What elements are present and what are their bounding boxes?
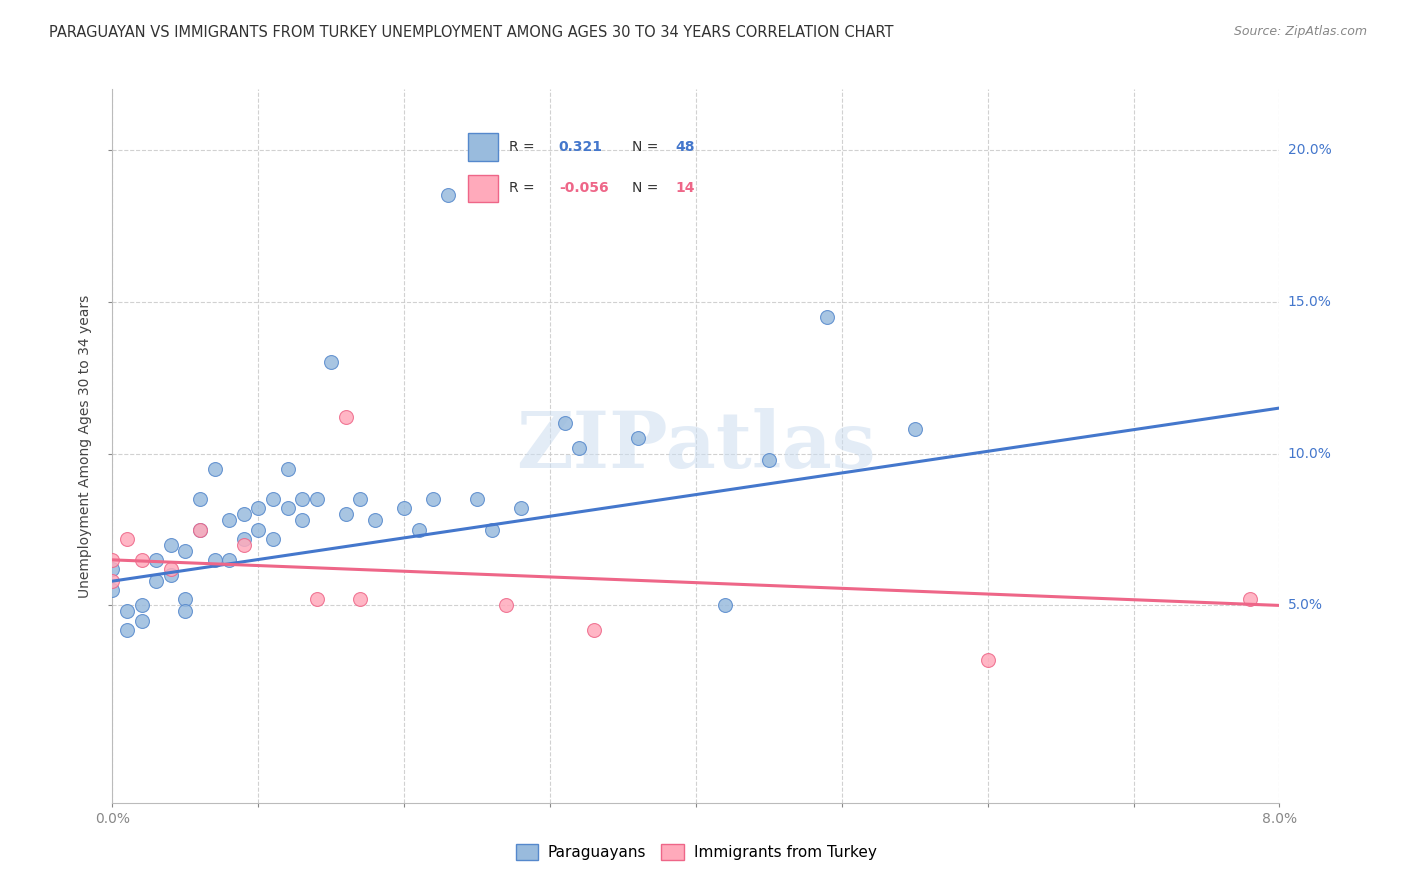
Point <box>232 532 254 546</box>
Point <box>335 508 357 522</box>
Point <box>627 431 650 445</box>
Text: 20.0%: 20.0% <box>1288 143 1331 157</box>
Point <box>262 492 284 507</box>
Point <box>976 653 998 667</box>
Point <box>276 462 298 476</box>
Point <box>815 310 838 324</box>
Point <box>204 462 226 476</box>
Point <box>305 492 328 507</box>
Point <box>394 501 416 516</box>
Point <box>160 562 183 576</box>
Point <box>145 553 167 567</box>
Point <box>115 605 138 619</box>
Text: 5.0%: 5.0% <box>1288 599 1323 613</box>
Point <box>218 513 240 527</box>
Point <box>364 513 387 527</box>
Point <box>160 568 183 582</box>
Point <box>276 501 298 516</box>
Point <box>247 523 270 537</box>
Point <box>232 538 254 552</box>
Point <box>262 532 284 546</box>
Point <box>188 523 211 537</box>
Point <box>291 492 314 507</box>
Text: 10.0%: 10.0% <box>1288 447 1331 460</box>
Point <box>160 538 183 552</box>
Point <box>495 599 517 613</box>
Point <box>408 523 430 537</box>
Point <box>188 523 211 537</box>
Point <box>422 492 444 507</box>
Point <box>218 553 240 567</box>
Point <box>101 562 124 576</box>
Point <box>305 592 328 607</box>
Point <box>131 599 153 613</box>
Point <box>145 574 167 588</box>
Point <box>174 543 197 558</box>
Point <box>758 452 780 467</box>
Text: PARAGUAYAN VS IMMIGRANTS FROM TURKEY UNEMPLOYMENT AMONG AGES 30 TO 34 YEARS CORR: PARAGUAYAN VS IMMIGRANTS FROM TURKEY UNE… <box>49 25 894 40</box>
Point <box>101 553 124 567</box>
Point <box>101 583 124 598</box>
Point <box>349 492 371 507</box>
Point <box>321 355 343 369</box>
Text: Source: ZipAtlas.com: Source: ZipAtlas.com <box>1233 25 1367 38</box>
Point <box>437 188 460 202</box>
Point <box>204 553 226 567</box>
Point <box>335 410 357 425</box>
Point <box>582 623 605 637</box>
Point <box>174 605 197 619</box>
Point <box>188 492 211 507</box>
Point <box>115 532 138 546</box>
Point <box>174 592 197 607</box>
Point <box>554 416 576 430</box>
Point <box>1239 592 1261 607</box>
Point <box>714 599 737 613</box>
Point <box>349 592 371 607</box>
Point <box>101 574 124 588</box>
Text: ZIPatlas: ZIPatlas <box>516 408 876 484</box>
Point <box>509 501 531 516</box>
Point <box>232 508 254 522</box>
Point <box>568 441 591 455</box>
Point <box>904 422 927 436</box>
Point <box>465 492 488 507</box>
Point <box>131 614 153 628</box>
Point <box>291 513 314 527</box>
Legend: Paraguayans, Immigrants from Turkey: Paraguayans, Immigrants from Turkey <box>509 838 883 866</box>
Point <box>247 501 270 516</box>
Point <box>131 553 153 567</box>
Y-axis label: Unemployment Among Ages 30 to 34 years: Unemployment Among Ages 30 to 34 years <box>79 294 93 598</box>
Text: 15.0%: 15.0% <box>1288 294 1331 309</box>
Point <box>481 523 503 537</box>
Point <box>115 623 138 637</box>
